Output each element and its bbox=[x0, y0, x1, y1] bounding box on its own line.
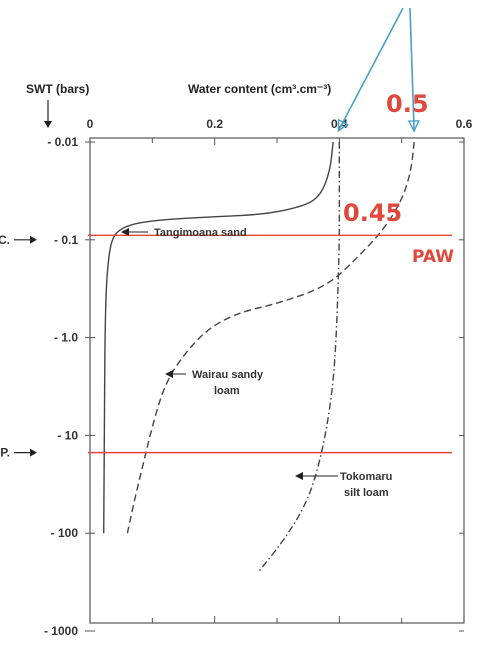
blue-arrow-line-1 bbox=[409, 7, 415, 132]
y-axis-arrow bbox=[44, 100, 52, 128]
blue-arrow-head-0 bbox=[337, 118, 349, 133]
x-tick-label-3: 0.6 bbox=[456, 117, 473, 131]
y-tick-label-4: - 100 bbox=[51, 526, 79, 540]
row-marker-arrow-head-0 bbox=[30, 235, 37, 244]
annotation-paw: PAW bbox=[412, 247, 454, 267]
curve-wairau-sandy-loam bbox=[126, 141, 415, 534]
y-tick-label-3: - 10 bbox=[57, 428, 78, 442]
annotation-0-5: 0.5 bbox=[386, 90, 429, 118]
label-tangimoana: Tangimoana sand bbox=[121, 227, 247, 239]
annotation-0-45: 0.45 bbox=[343, 199, 402, 227]
y-tick-label-0: - 0.01 bbox=[47, 135, 78, 149]
row-marker-arrow-head-1 bbox=[30, 448, 37, 457]
series-label-wairau-line2: loam bbox=[214, 385, 240, 397]
row-marker-label-1: W.P. bbox=[0, 446, 10, 460]
blue-arrows bbox=[337, 7, 420, 133]
blue-arrow-line-0 bbox=[337, 7, 404, 132]
x-axis-title: Water content (cm³.cm⁻³) bbox=[188, 82, 331, 96]
row-markers: F.C. W.P. bbox=[0, 233, 37, 460]
series-label-tangimoana: Tangimoana sand bbox=[154, 227, 247, 239]
label-wairau: Wairau sandy loam bbox=[165, 369, 264, 397]
y-tick-label-1: - 0.1 bbox=[54, 233, 78, 247]
curve-tangimoana-sand bbox=[103, 141, 334, 534]
series-label-tokomaru-line1: Tokomaru bbox=[340, 471, 392, 483]
y-tick-label-2: - 1.0 bbox=[54, 331, 78, 345]
y-tick-labels: - 0.01 - 0.1 - 1.0 - 10 - 100 - 1000 bbox=[44, 135, 78, 638]
retention-curves bbox=[103, 141, 415, 573]
axis-ticks bbox=[85, 138, 465, 632]
x-tick-label-0: 0 bbox=[87, 117, 94, 131]
label-tokomaru: Tokomaru silt loam bbox=[295, 471, 392, 499]
y-tick-label-5: - 1000 bbox=[44, 624, 78, 638]
series-label-wairau-line1: Wairau sandy bbox=[192, 369, 264, 381]
series-label-tokomaru-line2: silt loam bbox=[344, 487, 389, 499]
reference-lines bbox=[88, 234, 452, 454]
row-marker-label-0: F.C. bbox=[0, 233, 10, 247]
curve-tokomaru-silt-loam bbox=[257, 141, 341, 573]
y-axis-title: SWT (bars) bbox=[26, 82, 89, 96]
x-tick-label-1: 0.2 bbox=[206, 117, 223, 131]
blue-arrow-head-1 bbox=[407, 120, 420, 133]
